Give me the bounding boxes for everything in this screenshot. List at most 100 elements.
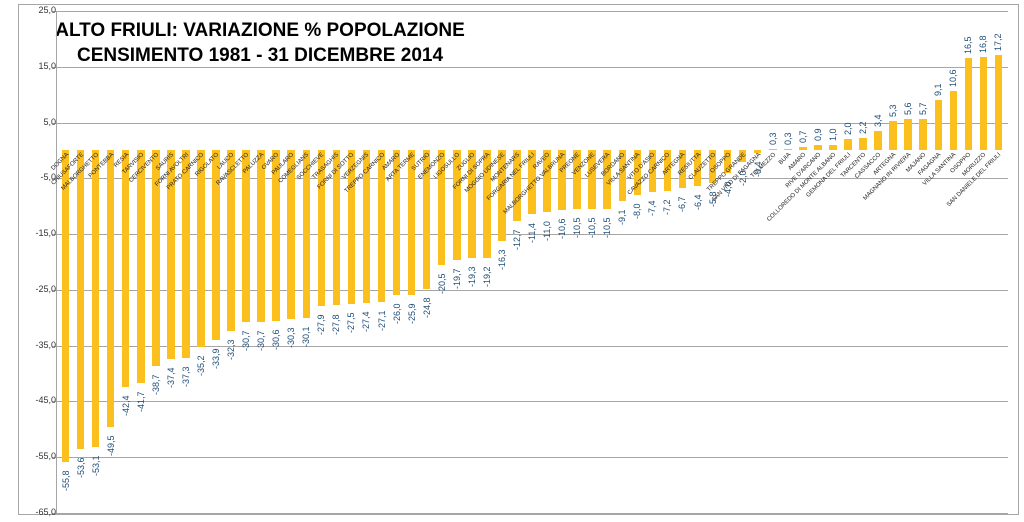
gridline [56,457,1008,459]
bar [76,150,85,450]
tick-mark [52,289,56,291]
data-label: 5,3 [888,104,899,117]
data-label: -55,8 [60,470,71,491]
bar [197,150,205,347]
bar [227,150,235,331]
bar [678,150,687,188]
bar [799,146,807,151]
bar [979,56,988,151]
y-tick-label: -35,0 [35,339,56,350]
data-label: -30,3 [286,327,297,349]
data-label: -27,4 [361,311,372,333]
data-label: 0,3 [782,132,793,145]
y-tick-label: -65,0 [35,507,56,517]
bar [287,150,295,320]
bar [152,150,160,367]
data-label: -53,1 [90,455,101,476]
gridline [56,234,1008,236]
bar [994,54,1003,151]
bar [392,150,401,296]
data-label: 17,2 [993,32,1004,51]
bar [377,150,386,302]
tick-mark [52,178,56,180]
data-label: 3,4 [873,114,884,128]
tick-mark [52,457,56,459]
bar [302,150,311,319]
data-label: -33,9 [211,348,221,369]
bar [61,150,70,462]
bar [648,150,657,192]
bar [708,150,717,183]
bar [121,150,130,387]
data-label: -42,4 [120,395,131,416]
bar [513,150,521,222]
bar [106,150,115,427]
bar [618,150,627,202]
y-tick-label: 25,0 [38,5,56,15]
bar [588,150,596,209]
data-label: -30,7 [241,330,252,351]
data-label: -24,8 [421,297,432,318]
data-label: -27,8 [331,313,342,335]
data-label: -53,6 [75,457,86,479]
tick-mark [52,401,56,403]
bar [633,150,642,196]
data-label: -35,2 [195,355,206,376]
bar [453,150,461,261]
data-label: 0,3 [767,132,778,145]
data-label: -38,7 [150,374,161,396]
bar [904,119,912,151]
gridline [56,289,1008,291]
data-label: 10,6 [948,69,959,88]
bar [844,139,852,151]
tick-mark [52,234,56,236]
data-label: -30,7 [256,330,267,351]
y-tick-label: -25,0 [35,283,56,294]
tick-mark [52,66,56,68]
tick-mark [52,513,56,514]
data-label: 1,0 [827,128,838,141]
bar [137,150,145,384]
chart-title: ALTO FRIULI: VARIAZIONE % POPOLAZIONE [55,20,465,41]
bar [407,150,416,295]
data-label: -27,5 [346,312,357,333]
bar [814,145,822,151]
bar [693,150,702,187]
data-label: -19,2 [481,266,492,287]
bar [468,150,476,259]
gridline [56,401,1008,403]
bar [182,150,190,359]
bar [317,150,326,307]
gridline [56,345,1008,347]
data-label: -20,5 [436,273,447,294]
chart-subtitle: CENSIMENTO 1981 - 31 DICEMBRE 2014 [76,45,444,66]
data-label: 5,6 [903,102,914,116]
data-label: 16,5 [963,36,974,55]
data-label: 2,2 [858,121,869,135]
bar [573,150,581,209]
bar [874,131,882,151]
bar [483,150,491,258]
y-tick-label: 15,0 [38,60,56,71]
y-tick-label: -55,0 [35,451,56,462]
data-label: -37,3 [180,366,191,388]
bar [543,150,551,212]
bar [362,150,371,304]
gridline [56,122,1008,124]
bar [934,99,943,151]
y-tick-label: 5,0 [43,116,56,127]
bar [558,150,566,210]
bar [738,150,747,162]
data-label: 0,7 [797,130,808,143]
data-label: -37,4 [165,367,176,389]
bar [347,150,356,304]
y-axis [56,11,57,513]
bar [859,138,867,151]
bar [919,118,927,151]
bar [212,150,220,340]
bar [949,91,958,151]
data-label: -26,0 [391,303,402,325]
bar [723,150,732,173]
y-tick-label: -5,0 [40,172,56,183]
bar [769,148,777,151]
